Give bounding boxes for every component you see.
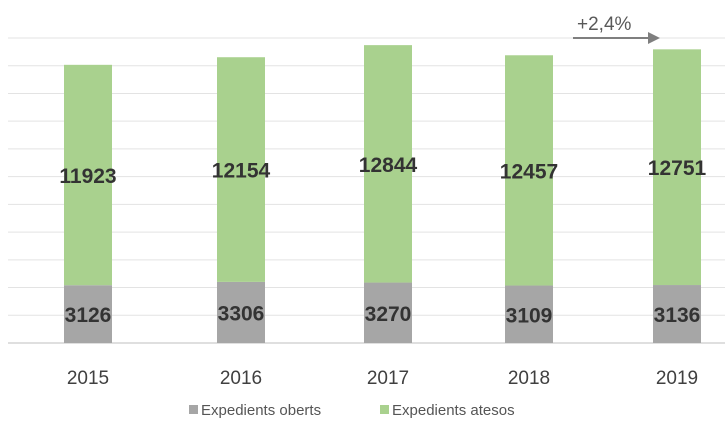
data-label-expedients-atesos-2016: 12154 (212, 160, 271, 183)
legend-swatch-expedients-atesos (380, 405, 389, 414)
bar-expedients-atesos-2015 (64, 64, 112, 286)
bar-expedients-oberts-2019 (653, 285, 701, 343)
legend: Expedients oberts Expedients atesos (189, 402, 515, 419)
x-axis-tick-labels: 2015 2016 2017 2018 2019 (67, 368, 698, 389)
bar-expedients-oberts-2018 (505, 285, 553, 343)
legend-label-expedients-atesos: Expedients atesos (392, 402, 515, 419)
data-label-expedients-oberts-2017: 3270 (365, 303, 412, 326)
data-label-expedients-atesos-2015: 11923 (59, 165, 116, 188)
legend-swatch-expedients-oberts (189, 405, 198, 414)
growth-annotation-label: +2,4% (577, 14, 632, 35)
data-label-expedients-oberts-2015: 3126 (65, 304, 112, 327)
bar-expedients-atesos-2017 (364, 45, 412, 283)
data-labels: 3126 11923 3306 12154 3270 12844 3109 12457 3136… (59, 154, 706, 327)
growth-arrow-head (648, 32, 660, 44)
legend-label-expedients-oberts: Expedients oberts (201, 402, 321, 419)
data-label-expedients-atesos-2018: 12457 (500, 160, 558, 183)
x-tick-label-2018: 2018 (508, 368, 550, 389)
x-tick-label-2015: 2015 (67, 368, 109, 389)
bar-expedients-atesos-2018 (505, 55, 553, 286)
bar-expedients-oberts-2016 (217, 281, 265, 343)
data-label-expedients-atesos-2017: 12844 (359, 154, 418, 177)
x-tick-label-2019: 2019 (656, 368, 698, 389)
bar-expedients-atesos-2019 (653, 49, 701, 286)
bar-expedients-atesos-2016 (217, 57, 265, 282)
x-tick-label-2016: 2016 (220, 368, 262, 389)
x-tick-label-2017: 2017 (367, 368, 409, 389)
growth-annotation: +2,4% (573, 14, 660, 44)
data-label-expedients-atesos-2019: 12751 (648, 157, 707, 180)
bar-expedients-oberts-2015 (64, 285, 112, 343)
data-label-expedients-oberts-2016: 3306 (218, 302, 265, 325)
bars (64, 45, 701, 343)
data-label-expedients-oberts-2018: 3109 (506, 304, 553, 327)
data-label-expedients-oberts-2019: 3136 (654, 304, 701, 327)
bar-expedients-oberts-2017 (364, 282, 412, 343)
